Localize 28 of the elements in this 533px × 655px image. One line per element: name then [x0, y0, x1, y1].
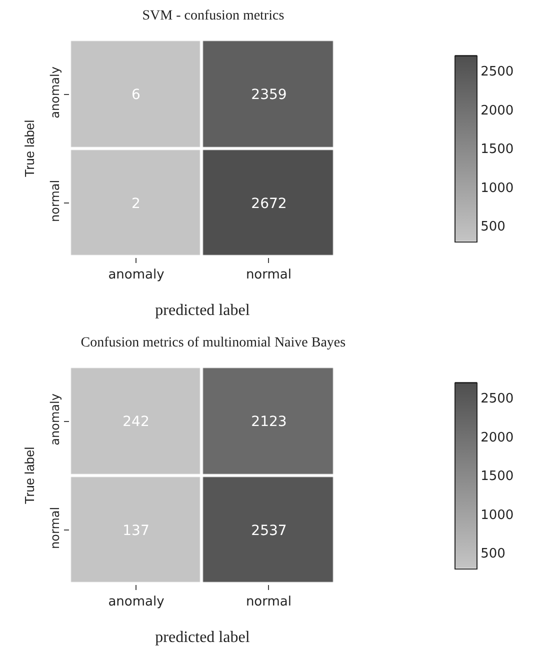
y-tick-label: normal	[48, 180, 62, 222]
color-bar-label: 1000	[480, 508, 514, 523]
data-label: 2123	[251, 414, 287, 430]
y-tick-label: anomaly	[48, 66, 62, 118]
chart-title: Confusion metrics of multinomial Naive Bayes	[80, 336, 346, 351]
data-label: 2537	[251, 522, 287, 539]
data-label: 6	[132, 86, 141, 103]
color-bar-label: 1500	[480, 142, 514, 158]
color-bar-label: 500	[480, 546, 506, 562]
data-label: 137	[122, 522, 150, 539]
chart-title: SVM - confusion metrics	[142, 8, 284, 24]
data-label: 2672	[251, 196, 287, 212]
color-bar-label: 2000	[480, 430, 514, 446]
color-bar-label: 2500	[480, 392, 514, 407]
color-bar-label: 2500	[480, 64, 514, 80]
data-label: 2	[132, 196, 140, 212]
data-label: 2359	[251, 86, 287, 103]
y-tick-label: normal	[48, 506, 62, 549]
x-axis-title: predicted label	[155, 629, 250, 646]
color-bar-label: 1500	[480, 469, 514, 484]
y-axis-title: True label	[22, 120, 37, 178]
y-tick-label: anomaly	[48, 394, 62, 446]
color-bar-label: 500	[480, 220, 506, 235]
data-label: 242	[122, 414, 150, 430]
color-bar-label: 1000	[480, 180, 514, 196]
y-axis-title: True label	[22, 446, 37, 504]
color-bar-label: 2000	[480, 103, 514, 118]
x-axis-title: predicted label	[155, 302, 250, 319]
